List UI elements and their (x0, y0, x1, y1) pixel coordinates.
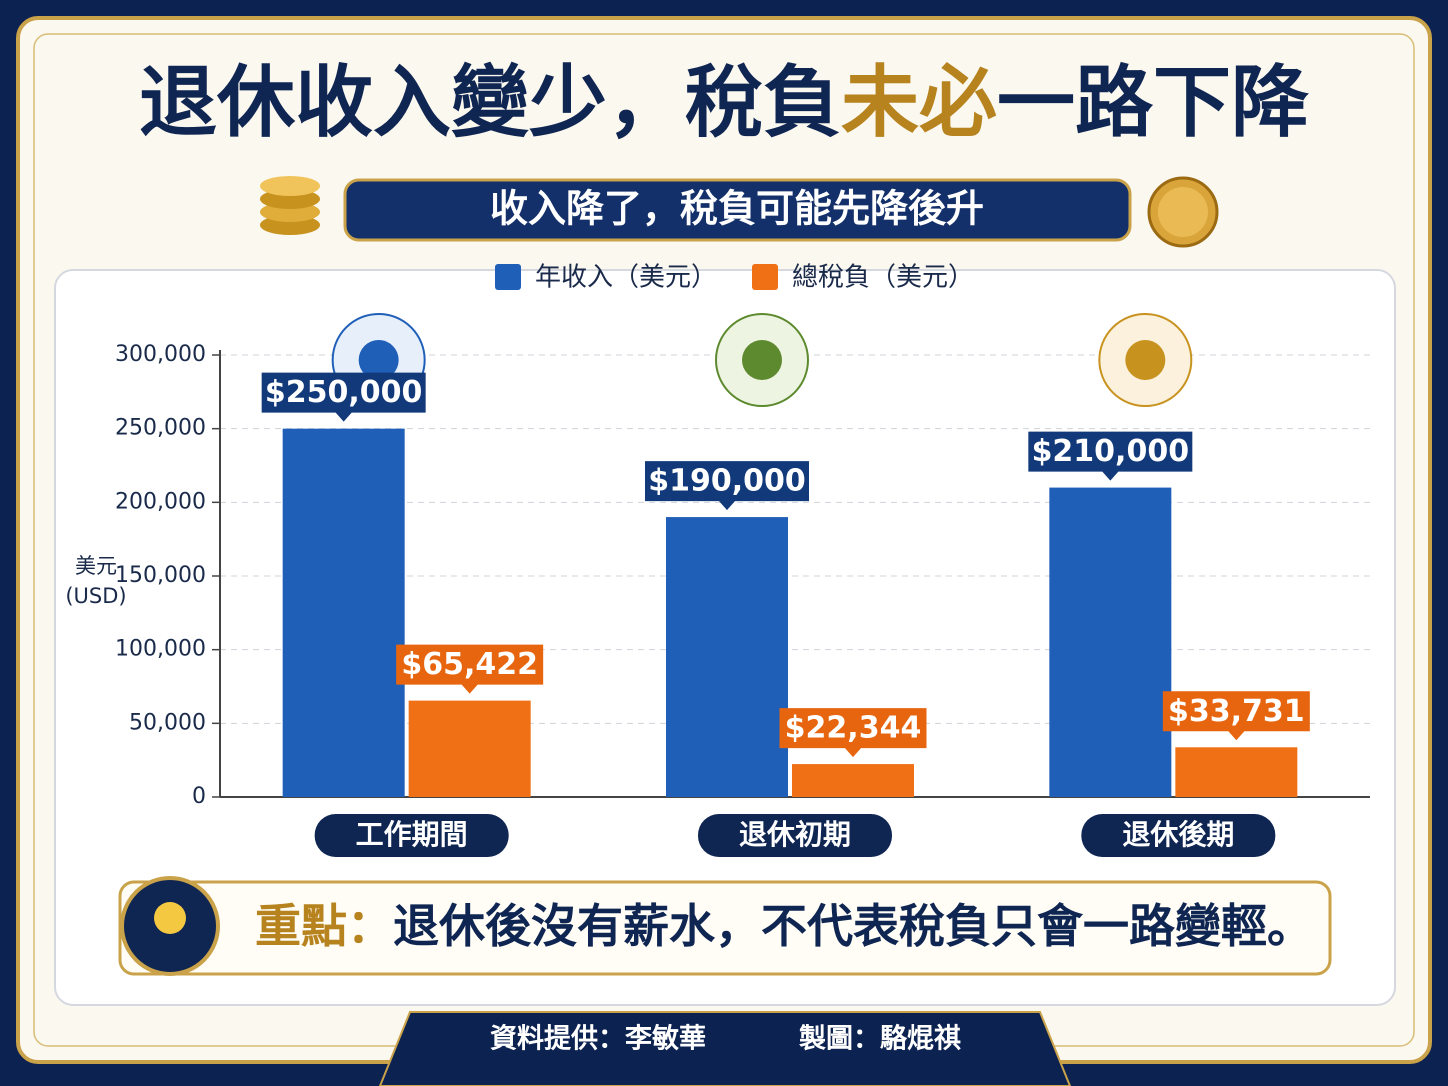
value-label-box (1162, 691, 1310, 741)
y-axis-label: 美元 (75, 554, 117, 578)
bar (1175, 747, 1298, 797)
x-tick-label: 工作期間 (356, 818, 468, 851)
value-label: $22,344 (785, 711, 922, 746)
category-pill (314, 814, 509, 857)
value-label: $250,000 (265, 375, 423, 410)
bar (408, 700, 531, 797)
x-tick-label: 退休後期 (1122, 818, 1234, 851)
coins-icon (260, 176, 320, 235)
value-label: $33,731 (1168, 694, 1305, 729)
value-label: $210,000 (1032, 434, 1190, 469)
title-part: 一路下降 (997, 57, 1309, 148)
note-text: 退休後沒有薪水，不代表稅負只會一路變輕。 (393, 899, 1313, 953)
footer-credit: 製圖：駱焜祺 (799, 1023, 961, 1055)
value-label-box (1028, 431, 1193, 481)
category-icon-glyph (358, 340, 399, 380)
bulb (154, 902, 186, 934)
subtitle: 收入降了，稅負可能先降後升 (490, 187, 984, 231)
x-tick-label: 退休初期 (739, 818, 851, 851)
category-icon-glyph (1125, 340, 1166, 380)
value-label-box (779, 708, 927, 758)
y-tick-label: 250,000 (115, 416, 206, 441)
footer-tab (378, 1011, 1072, 1086)
y-axis-label: (USD) (65, 584, 126, 608)
title-highlight: 未必 (841, 57, 997, 148)
bar (792, 764, 914, 797)
title: 退休收入變少，稅負未必一路下降 (139, 57, 1309, 148)
legend-label: 年收入（美元） (535, 263, 717, 293)
y-tick-label: 300,000 (115, 342, 206, 367)
value-label-box (261, 372, 426, 422)
y-tick-label: 0 (192, 784, 206, 809)
category-icon-glyph (742, 340, 782, 380)
value-label: $65,422 (401, 647, 538, 682)
chart: 年收入（美元） 總稅負（美元） 美元 (USD) 0 50,000 100,000 150,0… (65, 263, 1370, 857)
note: 重點：退休後沒有薪水，不代表稅負只會一路變輕。 (255, 899, 1313, 953)
subtitle-banner (343, 178, 1132, 242)
y-tick-label: 50,000 (129, 710, 206, 735)
y-tick-label: 100,000 (115, 637, 206, 662)
value-label-box (396, 644, 544, 694)
y-tick-label: 150,000 (115, 563, 206, 588)
dollar-coin-icon (1147, 176, 1219, 248)
legend-label: 總稅負（美元） (792, 263, 974, 293)
bar (666, 517, 788, 797)
bar (1049, 487, 1172, 797)
y-tick-label: 200,000 (115, 489, 206, 514)
value-label: $190,000 (648, 464, 806, 499)
category-pill (698, 814, 892, 857)
note-label: 重點： (255, 899, 393, 953)
note-box (118, 880, 1332, 976)
category-pill (1081, 814, 1276, 857)
title-part: 退休收入變少，稅負 (139, 57, 841, 148)
footer-source: 資料提供：李敏華 (490, 1024, 706, 1055)
value-label-box (645, 461, 809, 511)
bar (282, 428, 405, 797)
legend-swatch (495, 264, 521, 290)
legend-swatch (752, 264, 778, 290)
